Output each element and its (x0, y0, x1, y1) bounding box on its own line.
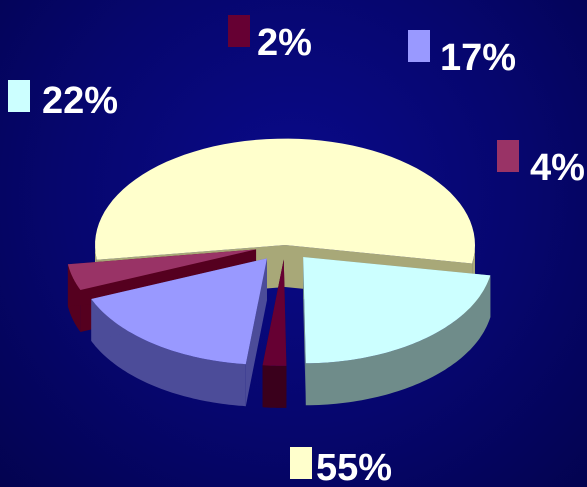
pie-slice-top (303, 256, 491, 364)
pie-slices (67, 138, 491, 408)
pie-labels: 55% 22% 2% 17% 4% (8, 15, 585, 487)
slice-label-4: 17% (440, 37, 516, 79)
slice-label-3: 2% (257, 22, 312, 64)
pie-slice-top (91, 258, 267, 365)
legend-swatch-4 (408, 30, 430, 62)
pie-slice-cut (303, 256, 306, 406)
slice-label-2: 22% (42, 80, 118, 122)
pie-slice-top (67, 249, 257, 290)
pie-slice-2 (303, 256, 491, 406)
slice-label-5: 4% (530, 147, 585, 189)
pie-slice-side (305, 275, 491, 406)
pie-slice-top (95, 138, 475, 264)
legend-swatch-1 (290, 447, 312, 479)
slice-label-1: 55% (316, 447, 392, 487)
legend-swatch-3 (228, 15, 250, 47)
pie-slice-3 (262, 259, 287, 408)
legend-swatch-5 (497, 140, 519, 172)
pie-slice-4 (91, 258, 267, 407)
legend-swatch-2 (8, 80, 30, 112)
pie-slice-top (262, 259, 287, 366)
pie-slice-side (91, 299, 246, 407)
